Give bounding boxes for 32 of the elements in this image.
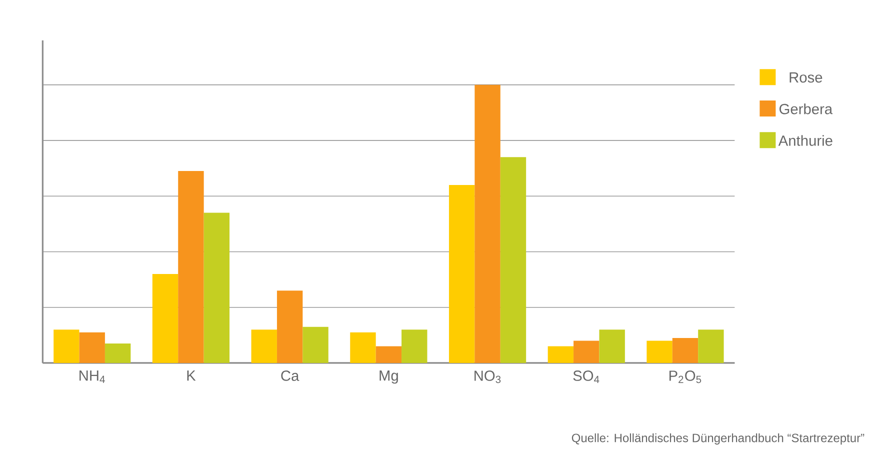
x-tick-label: Mg [380, 370, 398, 384]
bar [448, 184, 475, 363]
bar [79, 332, 105, 363]
x-tick-label: SO$_{4}$ [573, 370, 600, 383]
legend-label: Rose [790, 72, 822, 83]
bar [54, 330, 80, 363]
source-note: Quelle: Holländisches Düngerhandbuch “Startrezeptur” [572, 433, 864, 445]
bar [376, 346, 402, 363]
bar [302, 326, 328, 363]
x-tick-label: NH$_{4}$ [80, 370, 105, 383]
bar [402, 330, 428, 363]
x-tick-label: P$_{2}$O$_{5}$ [669, 370, 702, 384]
bar [251, 330, 277, 363]
legend-label: Anthurie [778, 135, 832, 146]
bar [698, 330, 724, 363]
bar [548, 346, 574, 363]
bar [350, 332, 376, 363]
bar [474, 84, 500, 363]
bar [500, 157, 526, 363]
bar [276, 290, 303, 363]
bar [599, 330, 625, 363]
bar [152, 274, 178, 363]
legend-label: Gerbera [780, 103, 833, 114]
bar [178, 171, 204, 363]
bar [104, 344, 131, 363]
x-tick-label: NO$_{3}$ [474, 370, 501, 384]
x-tick-label: K [187, 370, 196, 381]
bar [646, 340, 672, 363]
bar [204, 212, 230, 363]
bar [574, 340, 600, 363]
bar [672, 338, 698, 363]
x-tick-label: Ca [281, 370, 300, 381]
